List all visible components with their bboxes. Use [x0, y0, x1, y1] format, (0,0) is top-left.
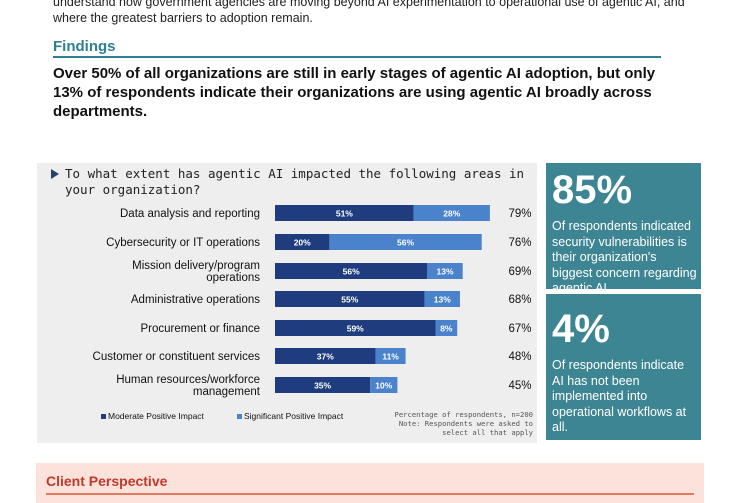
- bar-value-label: 10%: [375, 381, 392, 391]
- category-label: Cybersecurity or IT operations: [106, 237, 260, 249]
- bar-value-label: 35%: [314, 381, 331, 391]
- findings-statement: Over 50% of all organizations are still …: [53, 65, 656, 120]
- bar-segment: [375, 348, 406, 364]
- total-label: 79%: [508, 208, 531, 220]
- chart-title: To what extent has agentic AI impacted t…: [65, 166, 525, 197]
- bar-value-label: 8%: [440, 324, 453, 334]
- total-label: 45%: [508, 380, 531, 392]
- bar-segment: [275, 377, 371, 393]
- footnote-line: Note: Respondents were asked to: [398, 419, 533, 428]
- total-label: 67%: [508, 323, 531, 335]
- legend-label: Significant Positive Impact: [244, 411, 344, 421]
- category-label: management: [193, 386, 261, 398]
- bar-segment: [329, 234, 482, 250]
- category-label: Administrative operations: [131, 294, 260, 306]
- chart-footnote: Percentage of respondents, n=200 Note: R…: [383, 410, 533, 437]
- bar-segment: [427, 263, 463, 279]
- bar-value-label: 56%: [397, 238, 414, 248]
- category-label: Human resources/workforce: [116, 374, 260, 386]
- bar-segment: [424, 291, 460, 307]
- bar-segment: [275, 234, 330, 250]
- category-label: operations: [206, 272, 260, 284]
- bar-value-label: 37%: [317, 352, 334, 362]
- bar-value-label: 28%: [443, 209, 460, 219]
- findings-heading: Findings: [53, 38, 116, 55]
- bar-value-label: 13%: [434, 295, 451, 305]
- intro-paragraph: understand how government agencies are m…: [53, 0, 685, 25]
- total-label: 68%: [508, 294, 531, 306]
- client-perspective-heading: Client Perspective: [46, 473, 168, 489]
- client-perspective-divider: [46, 493, 694, 495]
- bar-segment: [275, 291, 425, 307]
- category-label: Data analysis and reporting: [120, 208, 260, 220]
- total-label: 69%: [508, 266, 531, 278]
- client-perspective-section: Client Perspective: [36, 463, 704, 503]
- legend-swatch: [237, 414, 242, 419]
- stat-description: Of respondents indicate AI has not been …: [552, 358, 687, 434]
- bar-segment: [435, 320, 458, 336]
- chart-question: To what extent has agentic AI impacted t…: [51, 166, 531, 198]
- bar-segment: [275, 263, 428, 279]
- stat-description: Of respondents indicated security vulner…: [552, 219, 697, 295]
- stacked-bar-chart: Data analysis and reporting 51% 28% 79% Cybe…: [93, 205, 532, 421]
- bar-segment: [275, 205, 414, 221]
- bar-segment: [275, 348, 376, 364]
- stat-value: 85%: [552, 168, 633, 212]
- bar-segment: [275, 320, 436, 336]
- footnote-line: Percentage of respondents, n=200: [394, 410, 533, 419]
- legend-label: Moderate Positive Impact: [108, 411, 205, 421]
- category-label: Customer or constituent services: [93, 351, 261, 363]
- bar-value-label: 13%: [436, 267, 453, 277]
- bar-value-label: 56%: [343, 267, 360, 277]
- legend-swatch: [101, 414, 106, 419]
- footnote-line: select all that apply: [442, 428, 533, 437]
- stat-card-security: 85% Of respondents indicated security vu…: [546, 163, 701, 295]
- play-arrow-icon: [51, 169, 59, 179]
- bar-value-label: 51%: [336, 209, 353, 219]
- bar-segment: [370, 377, 398, 393]
- total-label: 76%: [508, 237, 531, 249]
- stat-value: 4%: [552, 307, 610, 351]
- bar-value-label: 11%: [382, 352, 399, 362]
- bar-value-label: 55%: [341, 295, 358, 305]
- bar-value-label: 59%: [347, 324, 364, 334]
- bar-value-label: 20%: [294, 238, 311, 248]
- stat-card-not-implemented: 4% Of respondents indicate AI has not be…: [546, 294, 701, 440]
- category-label: Mission delivery/program: [132, 260, 260, 272]
- total-label: 48%: [508, 351, 531, 363]
- category-label: Procurement or finance: [140, 323, 260, 335]
- bar-segment: [413, 205, 490, 221]
- chart-panel: To what extent has agentic AI impacted t…: [37, 163, 537, 443]
- findings-divider: [53, 56, 661, 58]
